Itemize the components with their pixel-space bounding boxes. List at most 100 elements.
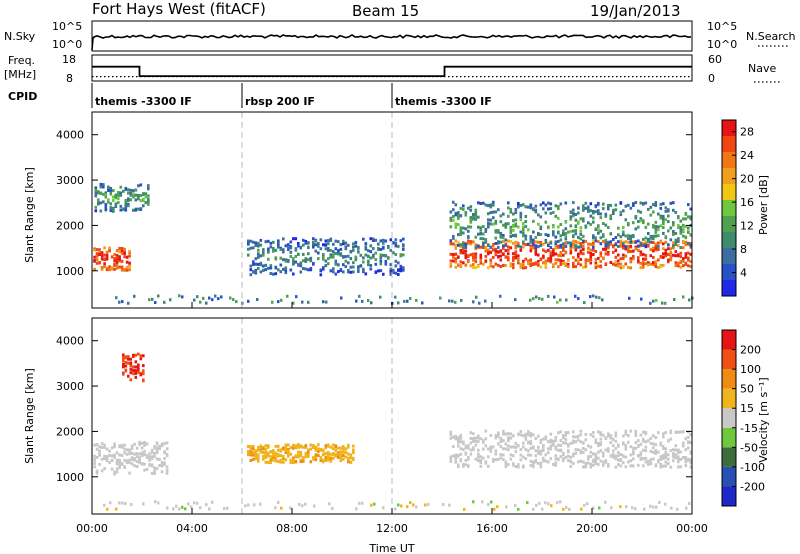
echo-cell <box>478 301 481 305</box>
echo-cell <box>474 252 478 256</box>
echo-cell <box>121 300 124 304</box>
echo-cell <box>599 443 603 447</box>
echo-cell <box>254 244 258 247</box>
echo-cell <box>347 460 350 464</box>
echo-cell <box>607 252 610 256</box>
echo-cell <box>282 237 285 241</box>
echo-cell <box>562 507 565 511</box>
echo-cell <box>307 448 310 452</box>
echo-cell <box>254 270 258 274</box>
echo-cell <box>657 258 660 262</box>
echo-cell <box>682 259 685 263</box>
echo-cell <box>534 210 538 214</box>
echo-cell <box>582 451 585 454</box>
echo-cell <box>674 242 678 246</box>
echo-cell <box>254 241 258 245</box>
echo-cell <box>522 465 525 469</box>
echo-cell <box>662 214 665 218</box>
echo-cell <box>534 204 538 208</box>
echo-cell <box>489 450 493 453</box>
echo-cell <box>604 437 608 440</box>
echo-cell <box>504 442 508 446</box>
echo-cell <box>529 237 533 241</box>
echo-cell <box>547 294 550 298</box>
echo-cell <box>352 245 355 249</box>
echo-cell <box>339 253 343 257</box>
echo-cell <box>534 244 538 248</box>
echo-cell <box>287 247 290 251</box>
echo-cell <box>519 218 523 222</box>
echo-cell <box>472 217 475 221</box>
echo-cell <box>544 261 548 265</box>
echo-cell <box>654 225 658 228</box>
echo-cell <box>113 453 116 457</box>
power-colorbar-swatch <box>722 200 736 216</box>
echo-cell <box>304 257 308 261</box>
echo-cell <box>612 250 615 254</box>
echo-cell <box>517 261 520 265</box>
echo-cell <box>454 213 458 217</box>
echo-cell <box>589 252 593 255</box>
echo-cell <box>479 226 483 230</box>
echo-cell <box>584 258 588 262</box>
echo-cell <box>119 193 123 197</box>
date-label: 19/Jan/2013 <box>590 2 681 20</box>
echo-cell <box>99 182 103 186</box>
echo-cell <box>312 445 315 448</box>
echo-cell <box>474 217 478 221</box>
nsearch-tick-low: 10^0 <box>707 38 737 51</box>
echo-cell <box>574 451 578 455</box>
echo-cell <box>524 437 528 441</box>
echo-cell <box>175 504 178 508</box>
echo-cell <box>165 471 169 475</box>
freq-label: Freq. <box>8 54 35 67</box>
echo-cell <box>287 258 290 262</box>
echo-cell <box>594 257 598 261</box>
echo-cell <box>294 254 298 258</box>
echo-cell <box>664 209 668 213</box>
echo-cell <box>634 245 638 249</box>
echo-cell <box>587 455 590 459</box>
echo-cell <box>599 431 603 435</box>
echo-cell <box>324 459 328 463</box>
echo-cell <box>314 458 318 462</box>
echo-cell <box>113 253 116 256</box>
echo-cell <box>254 262 258 266</box>
echo-cell <box>329 459 333 463</box>
echo-cell <box>552 443 555 447</box>
echo-cell <box>647 462 650 466</box>
echo-cell <box>614 454 618 458</box>
echo-cell <box>479 261 483 265</box>
echo-cell <box>347 243 350 247</box>
echo-cell <box>409 501 412 505</box>
echo-cell <box>349 265 353 269</box>
echo-cell <box>452 255 455 259</box>
echo-cell <box>469 448 473 452</box>
echo-cell <box>103 265 106 269</box>
echo-cell <box>644 460 648 464</box>
echo-cell <box>347 456 350 460</box>
echo-cell <box>549 252 553 256</box>
echo-cell <box>584 261 588 265</box>
echo-cell <box>120 252 124 255</box>
echo-cell <box>124 502 127 506</box>
echo-cell <box>532 297 535 301</box>
echo-cell <box>522 263 525 267</box>
echo-cell <box>344 455 348 459</box>
echo-cell <box>534 449 538 453</box>
cpid-segment-label: rbsp 200 IF <box>245 95 315 108</box>
echo-cell <box>594 262 598 266</box>
echo-cell <box>514 222 518 226</box>
echo-cell <box>457 444 460 448</box>
echo-cell <box>148 463 151 467</box>
echo-cell <box>672 455 675 459</box>
echo-cell <box>527 205 530 209</box>
echo-cell <box>595 295 598 299</box>
echo-cell <box>627 236 630 240</box>
echo-cell <box>394 271 398 275</box>
echo-cell <box>94 194 98 198</box>
echo-cell <box>120 462 124 466</box>
echo-cell <box>274 506 277 510</box>
echo-cell <box>472 448 475 451</box>
echo-cell <box>517 464 520 468</box>
